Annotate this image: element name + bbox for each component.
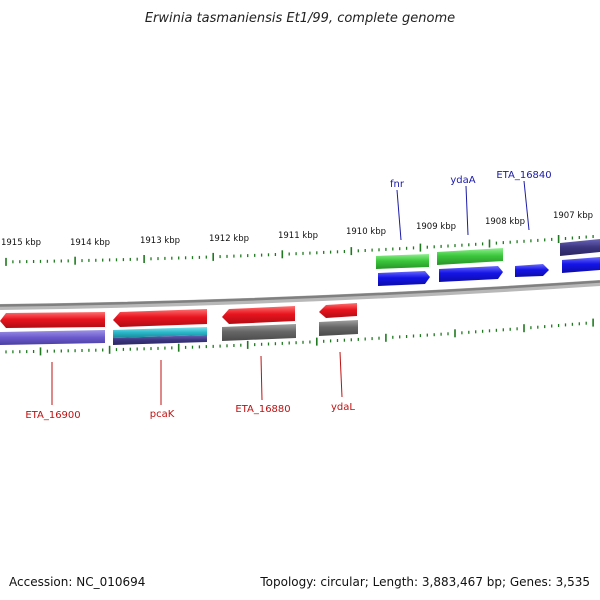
leader-line-fnr [396,189,402,241]
tick-label: 1915 kbp [1,238,41,248]
map-title: Erwinia tasmaniensis Et1/99, complete ge… [145,11,455,26]
leader-line-ETA_16880 [260,355,263,401]
tick-label: 1911 kbp [278,231,318,241]
gene-ydaL[interactable] [319,303,358,336]
gene-label-ETA_16840: ETA_16840 [496,170,551,181]
genome-backbone [0,280,600,310]
genome-backbone-edge [0,280,600,307]
gene-upper-right-purple[interactable] [560,239,600,256]
gene-fnr-lower[interactable] [378,271,430,286]
gene-ETA_16900[interactable] [0,312,105,345]
gene-label-ydaA: ydaA [450,175,475,186]
tick-label: 1909 kbp [416,222,456,232]
leader-line-ETA_16840 [523,180,530,231]
gene-label-ETA_16880: ETA_16880 [235,404,290,415]
accession-text: Accession: NC_010694 [9,575,145,589]
gene-ydaA[interactable] [437,248,503,265]
gene-pcaK[interactable] [113,309,207,345]
gene-ETA_16840[interactable] [515,264,549,277]
gene-ydaA-lower[interactable] [439,266,503,282]
tick-label: 1910 kbp [346,227,386,237]
gene-label-fnr: fnr [390,179,405,190]
gene-ETA_16880[interactable] [222,306,296,341]
gene-label-pcaK: pcaK [150,409,175,420]
tick-label: 1908 kbp [485,217,525,227]
scale-ticks-bottom [5,318,594,356]
leader-line-ydaL [339,351,343,398]
gene-fnr[interactable] [376,254,429,269]
gene-upper-right-blue[interactable] [562,257,600,273]
scale-ticks-top [5,235,594,266]
tick-label: 1914 kbp [70,238,110,248]
tick-label: 1912 kbp [209,234,249,244]
gene-label-ETA_16900: ETA_16900 [25,410,80,421]
leader-line-ydaA [465,185,469,236]
gene-label-ydaL: ydaL [331,402,355,413]
genome-summary-text: Topology: circular; Length: 3,883,467 bp… [259,575,590,589]
tick-label: 1907 kbp [553,211,593,221]
tick-label: 1913 kbp [140,236,180,246]
